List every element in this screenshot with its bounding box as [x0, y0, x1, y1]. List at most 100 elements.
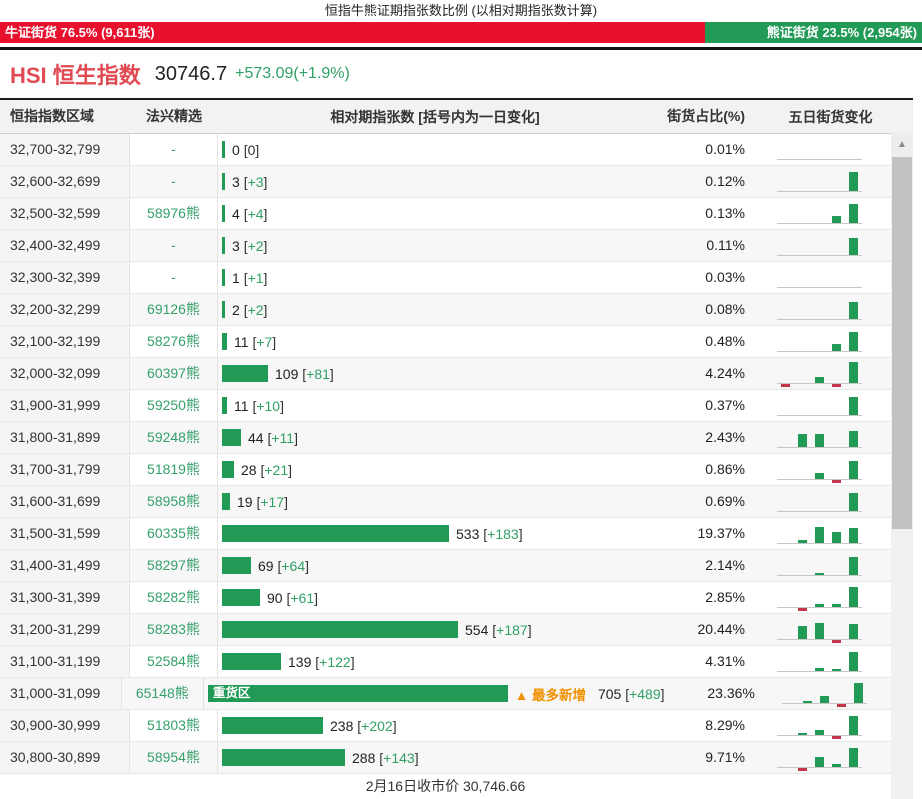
row-sparkline	[777, 327, 862, 357]
sparkline-slot	[794, 551, 811, 581]
row-delta: +11	[271, 429, 295, 446]
scrollbar-thumb[interactable]	[892, 157, 912, 529]
sparkline-baseline	[777, 222, 862, 224]
row-spark-cell	[748, 454, 891, 485]
sparkline-slot	[794, 359, 811, 389]
row-pick[interactable]: 52584熊	[130, 646, 218, 677]
sparkline-bar-up	[815, 433, 824, 447]
row-sparkline	[777, 263, 862, 293]
row-bar-cell: 0 [0]	[218, 134, 648, 165]
row-sparkline	[777, 551, 862, 581]
sparkline-slot	[850, 679, 867, 709]
row-pick[interactable]: 51819熊	[130, 454, 218, 485]
row-pick[interactable]: 58282熊	[130, 582, 218, 613]
row-pick[interactable]: 58283熊	[130, 614, 218, 645]
sparkline-slot	[828, 199, 845, 229]
sparkline-bar-up	[849, 430, 858, 447]
row-value-text: 69 [+64]	[258, 557, 309, 574]
index-quote: HSI 恒生指数 30746.7 +573.09(+1.9%)	[0, 50, 922, 98]
row-delta: +81	[306, 365, 330, 382]
row-delta: +4	[247, 205, 264, 222]
sparkline-slot	[794, 231, 811, 261]
row-pct: 2.14%	[648, 550, 748, 581]
row-pick[interactable]: 58958熊	[130, 486, 218, 517]
row-value: 238	[330, 717, 354, 734]
sparkline-slot	[828, 519, 845, 549]
row-spark-cell	[748, 550, 891, 581]
row-delta: +7	[256, 333, 273, 350]
row-pct: 9.71%	[648, 742, 748, 773]
sparkline-bar-up	[849, 586, 858, 607]
divider	[0, 47, 922, 50]
row-range: 32,300-32,399	[0, 262, 130, 293]
sparkline-bar-down	[798, 767, 807, 771]
table-row: 31,600-31,699 58958熊 19 [+17] 0.69%	[0, 486, 891, 518]
row-sparkline	[777, 391, 862, 421]
sparkline-baseline	[777, 190, 862, 192]
row-pick[interactable]: 51803熊	[130, 710, 218, 741]
sparkline-slot	[811, 551, 828, 581]
sparkline-slot	[794, 263, 811, 293]
row-pick[interactable]: 65148熊	[121, 678, 204, 709]
sparkline-slot	[777, 423, 794, 453]
sparkline-slot	[828, 391, 845, 421]
scrollbar[interactable]: ▲	[891, 133, 913, 799]
sparkline-bar-up	[815, 472, 824, 479]
row-bar-cell: 28 [+21]	[218, 454, 648, 485]
scroll-up-icon[interactable]: ▲	[891, 133, 913, 157]
row-bar-cell: 3 [+2]	[218, 230, 648, 261]
row-pct: 2.43%	[648, 422, 748, 453]
row-value: 1	[232, 269, 240, 286]
row-pick[interactable]: 58976熊	[130, 198, 218, 229]
header-sg-pick: 法兴精选	[146, 108, 202, 124]
row-bar	[222, 333, 227, 350]
row-value: 4	[232, 205, 240, 222]
table-row: 31,400-31,499 58297熊 69 [+64] 2.14%	[0, 550, 891, 582]
sparkline-slot	[794, 295, 811, 325]
row-range: 32,100-32,199	[0, 326, 130, 357]
row-spark-cell	[748, 262, 891, 293]
row-range: 32,400-32,499	[0, 230, 130, 261]
sparkline-slot	[777, 231, 794, 261]
row-spark-cell	[748, 518, 891, 549]
table-row: 31,000-31,099 65148熊 重货区 ▲ 最多新增 705 [+48…	[0, 678, 892, 710]
row-pct: 4.24%	[648, 358, 748, 389]
row-sparkline	[777, 231, 862, 261]
row-pick[interactable]: 58297熊	[130, 550, 218, 581]
table-row: 32,100-32,199 58276熊 11 [+7] 0.48%	[0, 326, 891, 358]
row-spark-cell	[748, 198, 891, 229]
row-pick[interactable]: 58276熊	[130, 326, 218, 357]
table-row: 32,400-32,499 - 3 [+2] 0.11%	[0, 230, 891, 262]
sparkline-baseline	[777, 158, 862, 160]
row-delta: +202	[361, 717, 393, 734]
row-pick[interactable]: 59250熊	[130, 390, 218, 421]
row-bar-cell: 554 [+187]	[218, 614, 648, 645]
row-pick[interactable]: 60335熊	[130, 518, 218, 549]
row-bar	[222, 141, 225, 158]
sparkline-slot	[828, 711, 845, 741]
sparkline-slot	[794, 423, 811, 453]
sparkline-slot	[828, 167, 845, 197]
row-pick[interactable]: 58954熊	[130, 742, 218, 773]
row-pick[interactable]: 60397熊	[130, 358, 218, 389]
sparkline-slot	[828, 743, 845, 773]
sparkline-slot	[794, 167, 811, 197]
row-bar-cell: 11 [+7]	[218, 326, 648, 357]
sparkline-slot	[811, 327, 828, 357]
sparkline-slot	[845, 647, 862, 677]
row-bar-cell: 69 [+64]	[218, 550, 648, 581]
row-delta: +143	[383, 749, 415, 766]
row-pick[interactable]: 69126熊	[130, 294, 218, 325]
row-bar	[222, 365, 268, 382]
sparkline-slot	[777, 583, 794, 613]
row-pick[interactable]: 59248熊	[130, 422, 218, 453]
sparkline-bar-up	[853, 682, 863, 703]
sparkline-bar-up	[819, 695, 829, 703]
sparkline-bar-up	[849, 715, 858, 735]
row-delta: +183	[487, 525, 519, 542]
row-bar	[222, 589, 260, 606]
sparkline-bar-up	[815, 376, 824, 383]
row-bar	[222, 717, 323, 734]
row-sparkline	[777, 647, 862, 677]
table-row: 31,900-31,999 59250熊 11 [+10] 0.37%	[0, 390, 891, 422]
